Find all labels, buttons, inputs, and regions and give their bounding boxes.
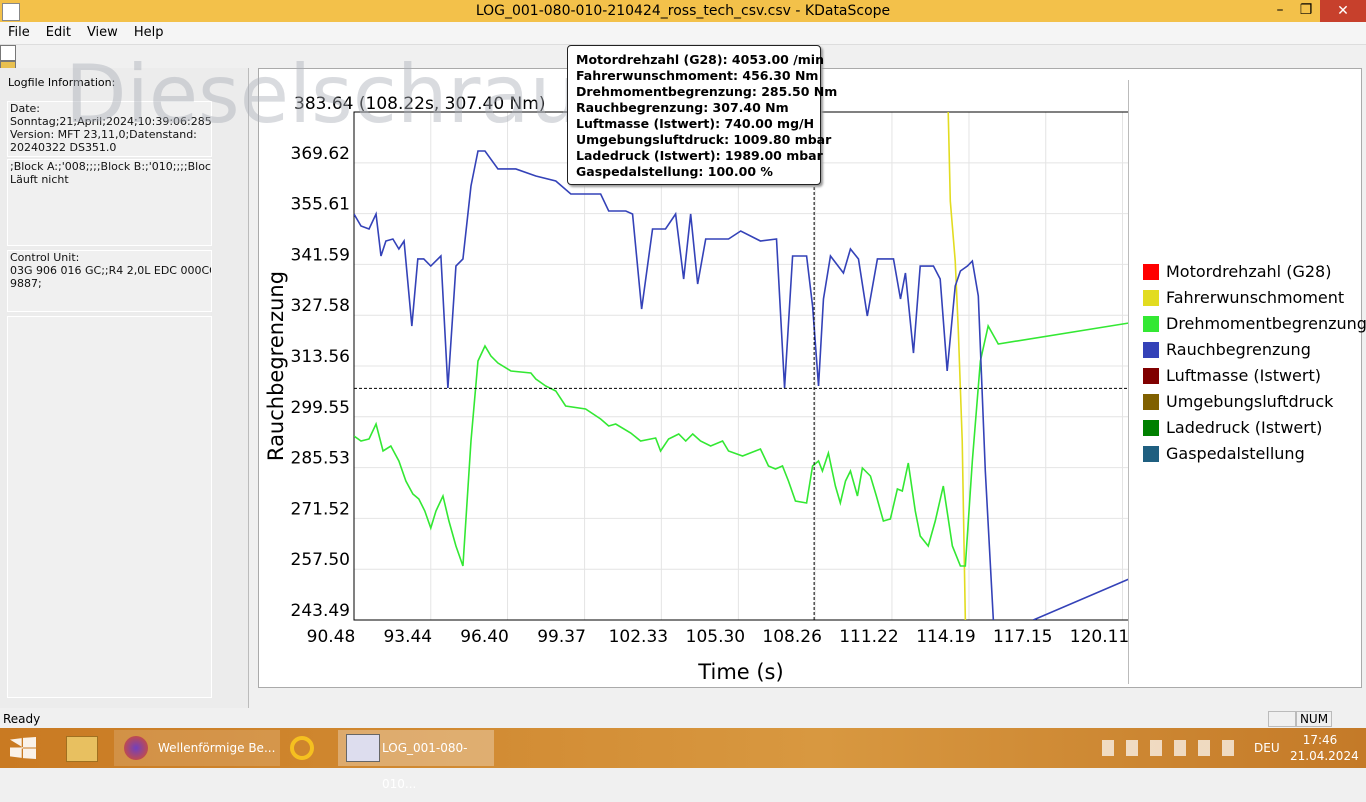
legend: Motordrehzahl (G28) Fahrerwunschmoment Dre… (1128, 80, 1366, 684)
sidebar-heading: Logfile Information: (8, 76, 116, 89)
explorer-icon[interactable] (66, 736, 98, 762)
legend-label[interactable]: Motordrehzahl (G28) (1166, 262, 1332, 281)
y-axis-label: Rauchbegrenzung (264, 271, 288, 461)
status-num: NUM (1296, 711, 1332, 727)
series-line (354, 150, 1129, 620)
blocks-box: ;Block A:;'008;;;;Block B:;'010;;;;Block… (7, 159, 212, 246)
y-tick-label: 341.59 (291, 245, 350, 265)
legend-swatch (1143, 394, 1159, 410)
legend-swatch (1143, 368, 1159, 384)
x-tick-label: 96.40 (460, 627, 509, 647)
tooltip: Motordrehzahl (G28): 4053.00 /min Fahrerw… (567, 45, 838, 185)
legend-label[interactable]: Fahrerwunschmoment (1166, 288, 1345, 307)
tooltip-line: Rauchbegrenzung: 307.40 Nm (576, 100, 789, 115)
sidebar-line: 9887; (10, 277, 42, 290)
sidebar-line: Control Unit: (10, 251, 80, 264)
status-pane (1268, 711, 1296, 727)
sidebar-line: Date: (10, 102, 40, 115)
legend-label[interactable]: Ladedruck (Istwert) (1166, 418, 1323, 437)
x-tick-label: 114.19 (916, 627, 975, 647)
tray-icons[interactable] (1102, 740, 1242, 756)
y-tick-label: 243.49 (291, 601, 350, 621)
legend-label[interactable]: Rauchbegrenzung (1166, 340, 1311, 359)
tooltip-line: Drehmomentbegrenzung: 285.50 Nm (576, 84, 838, 99)
title-bar: LOG_001-080-010-210424_ross_tech_csv.csv… (0, 0, 1366, 22)
close[interactable]: ✕ (1320, 0, 1366, 22)
menu-bar: File Edit View Help (0, 22, 1366, 44)
sidebar-line: ;Block A:;'008;;;;Block B:;'010;;;;Block… (10, 160, 212, 173)
legend-label[interactable]: Umgebungsluftdruck (1166, 392, 1334, 411)
legend-swatch (1143, 264, 1159, 280)
tray-time[interactable]: 17:46 (1302, 733, 1338, 747)
y-tick-label: 355.61 (291, 195, 350, 215)
chart-header: 383.64 (108.22s, 307.40 Nm) (294, 94, 545, 114)
legend-swatch (1143, 446, 1159, 462)
minimize[interactable]: – (1276, 2, 1284, 18)
taskbar: Wellenförmige Be... LOG_001-080-010... D… (0, 728, 1366, 791)
app-icon-2[interactable] (290, 736, 314, 760)
series-line (947, 112, 967, 620)
firefox-icon (124, 736, 148, 760)
legend-label[interactable]: Gaspedalstellung (1166, 444, 1305, 463)
legend-swatch (1143, 290, 1159, 306)
y-tick-label: 299.55 (291, 398, 350, 418)
sidebar-line: 20240322 DS351.0 (10, 141, 117, 154)
legend-label[interactable]: Luftmasse (Istwert) (1166, 366, 1321, 385)
tooltip-line: Umgebungsluftdruck: 1009.80 mbar (576, 132, 832, 147)
tooltip-line: Gaspedalstellung: 100.00 % (576, 164, 773, 179)
sidebar-line: 03G 906 016 GC;;R4 2,0L EDC 000CG (10, 264, 212, 277)
start-button[interactable] (10, 737, 36, 759)
x-axis-label: Time (s) (697, 660, 783, 684)
x-tick-label: 120.11 (1070, 627, 1129, 647)
sidebar-line: Läuft nicht (10, 173, 69, 186)
menu-item[interactable]: View (86, 25, 118, 40)
window-title: LOG_001-080-010-210424_ross_tech_csv.csv… (475, 3, 891, 19)
kdatascope-icon (346, 734, 380, 762)
x-tick-label: 102.33 (609, 627, 668, 647)
legend-swatch (1143, 420, 1159, 436)
series-line (354, 322, 1129, 567)
menu-item[interactable]: Edit (45, 25, 71, 40)
tooltip-line: Motordrehzahl (G28): 4053.00 /min (576, 52, 824, 67)
y-tick-label: 327.58 (291, 296, 350, 316)
menu-item[interactable]: Help (133, 25, 164, 40)
tooltip-line: Luftmasse (Istwert): 740.00 mg/H (576, 116, 815, 131)
x-tick-label: 90.48 (307, 627, 356, 647)
x-tick-label: 99.37 (537, 627, 586, 647)
x-tick-label: 105.30 (686, 627, 745, 647)
app-icon (2, 3, 20, 21)
y-tick-label: 313.56 (291, 347, 350, 367)
chart: 383.64 (108.22s, 307.40 Nm) 243.49 257.50 2… (264, 94, 1129, 684)
legend-swatch (1143, 342, 1159, 358)
tooltip-line: Ladedruck (Istwert): 1989.00 mbar (576, 148, 823, 163)
info-box: Date:Sonntag;21;April;2024;10:39:06:2853… (7, 101, 212, 157)
tray-lang[interactable]: DEU (1254, 741, 1280, 755)
tooltip-line: Fahrerwunschmoment: 456.30 Nm (576, 68, 819, 83)
maximize[interactable]: ❐ (1299, 2, 1313, 18)
menu-item[interactable]: File (8, 25, 30, 40)
y-tick-label: 285.53 (291, 449, 350, 469)
x-tick-label: 108.26 (762, 627, 821, 647)
empty-box (7, 316, 212, 698)
x-tick-label: 117.15 (993, 627, 1052, 647)
y-tick-label: 257.50 (291, 550, 350, 570)
control-box: Control Unit: 03G 906 016 GC;;R4 2,0L EDC… (7, 250, 212, 312)
x-tick-label: 111.22 (839, 627, 898, 647)
y-tick-label: 271.52 (291, 499, 350, 519)
tool-button[interactable] (0, 45, 16, 61)
tray-date[interactable]: 21.04.2024 (1290, 749, 1359, 763)
sidebar-line: Version: MFT 23,11,0;Datenstand: (10, 128, 197, 141)
status-bar: Ready NUM (0, 710, 1366, 728)
x-tick-label: 93.44 (383, 627, 432, 647)
sidebar: Logfile Information: Date: Sonntag;21;Apr… (0, 68, 249, 708)
legend-label[interactable]: Drehmomentbegrenzung (1166, 314, 1366, 333)
sidebar-line: Sonntag;21;April;2024;10:39:06:28539-VCI (10, 115, 212, 128)
status-text: Ready (3, 712, 41, 726)
legend-swatch (1143, 316, 1159, 332)
y-tick-label: 369.62 (291, 144, 350, 164)
